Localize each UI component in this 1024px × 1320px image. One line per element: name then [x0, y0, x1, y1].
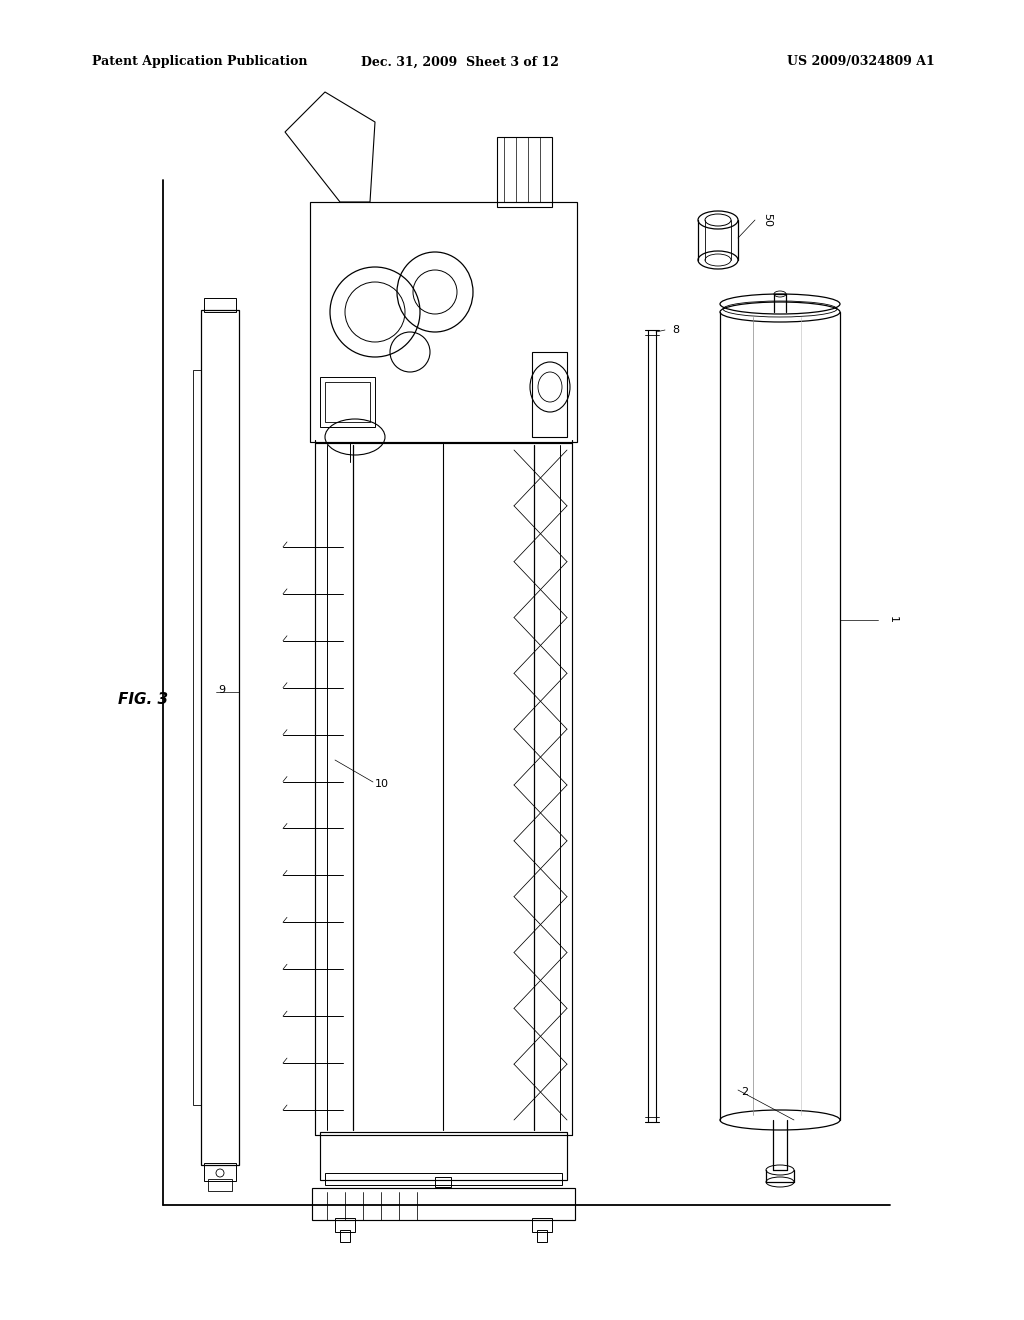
Text: 10: 10: [375, 779, 389, 789]
Bar: [325, 381, 370, 422]
Bar: [319, 378, 375, 426]
Bar: [312, 1188, 575, 1220]
Text: FIG. 3: FIG. 3: [118, 693, 168, 708]
Bar: [497, 137, 552, 207]
Bar: [310, 202, 577, 442]
Text: 2: 2: [741, 1086, 749, 1097]
Bar: [335, 1218, 355, 1232]
Text: US 2009/0324809 A1: US 2009/0324809 A1: [787, 55, 935, 69]
Bar: [340, 1230, 350, 1242]
Bar: [201, 310, 239, 1166]
Text: 50: 50: [762, 213, 772, 227]
Text: Dec. 31, 2009  Sheet 3 of 12: Dec. 31, 2009 Sheet 3 of 12: [361, 55, 559, 69]
Bar: [319, 1133, 567, 1180]
Bar: [208, 1179, 232, 1191]
Text: 1: 1: [888, 616, 898, 623]
Bar: [193, 370, 201, 1105]
Bar: [204, 1163, 236, 1181]
Bar: [532, 352, 567, 437]
Bar: [537, 1230, 547, 1242]
Bar: [325, 1173, 562, 1185]
Bar: [532, 1218, 552, 1232]
Text: 9: 9: [218, 685, 225, 696]
Text: Patent Application Publication: Patent Application Publication: [92, 55, 307, 69]
Bar: [204, 298, 236, 312]
Bar: [435, 1177, 451, 1187]
Text: 8: 8: [672, 325, 679, 335]
